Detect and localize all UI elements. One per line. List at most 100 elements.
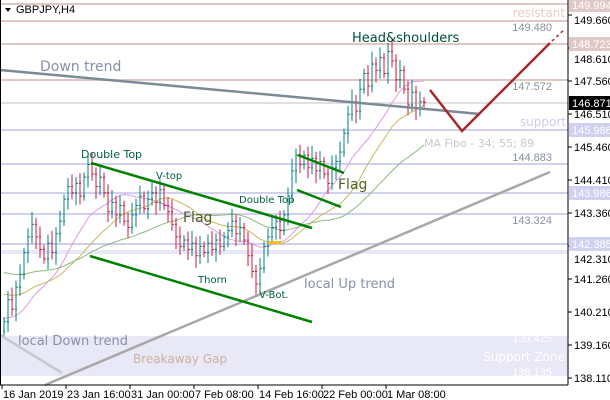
candle	[79, 173, 82, 205]
candle	[3, 317, 6, 336]
x-tick-label: 31 Jan 00:00	[131, 389, 195, 400]
candle	[11, 287, 14, 316]
candle	[271, 215, 274, 244]
candle	[279, 210, 282, 240]
flag-label-2: Flag	[338, 177, 367, 193]
candle	[95, 167, 98, 199]
price-tag-value: 149.994	[572, 0, 610, 12]
candle	[19, 264, 22, 296]
y-ticks: 149.660 148.610 147.560 146.510 145.460 144.4…	[568, 14, 610, 385]
local-up-trend-label: local Up trend	[304, 277, 395, 292]
candle	[411, 80, 414, 112]
moving-averages	[3, 80, 425, 320]
level-label: 149.480	[512, 22, 552, 34]
projection-path[interactable]	[429, 42, 551, 133]
y-tick-label: 147.560	[574, 76, 610, 88]
zone-top-label: 139.425	[512, 333, 552, 345]
candle	[399, 59, 402, 89]
x-tick-label: 23 Jan 16:00	[67, 389, 131, 400]
candle	[291, 158, 294, 203]
y-tick-label: 144.410	[574, 175, 610, 187]
candle	[23, 247, 26, 280]
flag-upper-line[interactable]	[90, 161, 313, 230]
down-trend-line[interactable]	[0, 68, 481, 116]
x-tick-label: 7 Feb 08:00	[195, 389, 254, 400]
x-tick-label: 1 Mar 08:00	[387, 389, 446, 400]
v-top-label: V-top	[156, 171, 182, 182]
y-tick-label: 142.310	[574, 254, 610, 266]
local-up-trend-line[interactable]	[44, 170, 551, 387]
price-tag	[569, 37, 610, 51]
candle	[423, 97, 426, 108]
zone-bottom-label: 138.135	[512, 367, 552, 379]
small-flag-upper-line[interactable]	[297, 153, 345, 175]
collapse-triangle-icon[interactable]	[5, 8, 11, 12]
candle	[123, 200, 126, 226]
candles	[3, 39, 426, 336]
candle	[99, 166, 102, 196]
candle	[327, 165, 330, 194]
breakaway-gap-label: Breakaway Gap	[133, 352, 227, 366]
candle	[167, 196, 170, 223]
y-tick-label: 140.210	[574, 307, 610, 319]
candle	[295, 148, 298, 184]
candle	[259, 257, 262, 293]
candle	[391, 39, 394, 68]
candle	[335, 154, 338, 180]
candle	[315, 151, 318, 184]
candle	[251, 243, 254, 279]
candle	[183, 235, 186, 252]
candle	[243, 222, 246, 245]
candle	[215, 233, 218, 262]
candle	[195, 236, 198, 268]
candle	[191, 230, 194, 257]
candle	[83, 172, 86, 201]
candle	[199, 235, 202, 265]
candle	[363, 68, 366, 94]
flag-label: Flag	[183, 210, 212, 226]
price-tag	[569, 0, 610, 12]
small-flag-lower-line[interactable]	[296, 188, 342, 209]
candle	[347, 105, 350, 144]
candle	[115, 195, 118, 228]
candle	[111, 190, 114, 219]
candle	[383, 53, 386, 79]
candle	[403, 65, 406, 94]
local-down-trend-label: local Down trend	[18, 334, 128, 349]
candle	[119, 195, 122, 224]
candle	[231, 208, 234, 238]
candle	[55, 227, 58, 265]
price-tags: 149.994 148.723 145.986 143.986 142.385	[569, 0, 610, 251]
candle	[27, 228, 30, 263]
candle	[31, 212, 34, 244]
candle	[39, 226, 42, 258]
candle	[47, 234, 50, 270]
candle	[151, 180, 154, 206]
y-tick-label: 139.160	[574, 340, 610, 352]
candle	[7, 291, 10, 333]
candle	[139, 185, 142, 214]
head-shoulders-label: Head&shoulders	[352, 31, 460, 46]
resistant-label: resistant	[513, 6, 566, 20]
flag-lower-line[interactable]	[89, 254, 313, 324]
local-down-trend-line[interactable]	[0, 333, 63, 375]
price-tag-value: 145.986	[572, 125, 610, 137]
candle	[59, 210, 62, 243]
candle	[187, 231, 190, 260]
candle	[283, 210, 286, 236]
candle	[343, 128, 346, 157]
candle	[235, 214, 238, 246]
candle	[359, 78, 362, 120]
candle	[131, 202, 134, 235]
ma-89-line	[3, 144, 425, 275]
candle	[35, 217, 38, 250]
double-top-label: Double Top	[81, 148, 142, 161]
level-label: 143.324	[512, 215, 552, 227]
price-tag	[569, 123, 610, 137]
candle	[147, 190, 150, 219]
candle	[175, 217, 178, 250]
price-tag	[569, 186, 610, 200]
candle	[407, 80, 410, 116]
x-tick-label: 16 Jan 2019	[3, 389, 64, 400]
